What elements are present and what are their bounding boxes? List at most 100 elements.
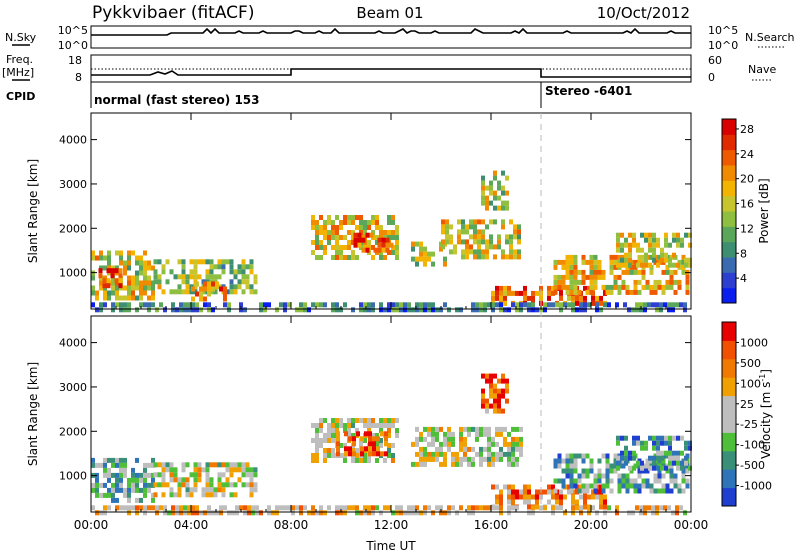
- echo-cell: [569, 289, 574, 295]
- echo-cell: [221, 487, 226, 493]
- echo-cell: [565, 453, 570, 459]
- echo-cell: [463, 441, 467, 447]
- echo-cell: [193, 284, 198, 290]
- echo-cell: [115, 457, 119, 463]
- echo-cell: [385, 242, 390, 248]
- echo-cell: [616, 465, 620, 471]
- echo-cell: [605, 458, 610, 464]
- echo-cell: [565, 274, 570, 280]
- colorbar-segment: [722, 149, 736, 166]
- echo-cell: [327, 433, 331, 438]
- echo-cell: [507, 484, 511, 490]
- echo-cell: [165, 279, 170, 285]
- echo-cell: [497, 185, 501, 191]
- echo-cell: [352, 451, 356, 457]
- echo-cell: [633, 478, 638, 484]
- echo-cell: [427, 251, 431, 257]
- echo-cell: [515, 494, 519, 500]
- echo-cell: [445, 224, 449, 230]
- echo-cell: [507, 307, 511, 313]
- echo-cell: [615, 505, 619, 511]
- echo-cell: [652, 455, 656, 461]
- echo-cell: [471, 307, 475, 313]
- echo-cell: [391, 250, 395, 255]
- echo-cell: [681, 478, 686, 484]
- echo-cell: [569, 279, 574, 285]
- echo-cell: [199, 291, 203, 297]
- echo-cell: [571, 302, 575, 308]
- echo-cell: [379, 230, 383, 235]
- echo-cell: [675, 302, 679, 308]
- colorbar-tick-label: 100: [740, 377, 761, 390]
- echo-cell: [616, 460, 620, 466]
- echo-cell: [217, 477, 222, 483]
- echo-cell: [647, 302, 651, 308]
- echo-cell: [193, 259, 198, 265]
- echo-cell: [205, 274, 210, 280]
- echo-cell: [181, 274, 186, 280]
- echo-cell: [331, 220, 335, 225]
- colorbar-tick-label: 500: [740, 357, 761, 370]
- echo-cell: [389, 242, 394, 248]
- echo-cell: [485, 249, 489, 255]
- echo-cell: [315, 443, 319, 448]
- echo-cell: [143, 472, 147, 478]
- echo-cell: [173, 477, 178, 483]
- echo-cell: [319, 438, 323, 443]
- echo-cell: [99, 255, 103, 261]
- echo-cell: [485, 244, 489, 250]
- echo-cell: [315, 230, 319, 235]
- echo-cell: [315, 448, 319, 453]
- echo-cell: [493, 403, 497, 409]
- echo-cell: [343, 235, 347, 240]
- echo-cell: [501, 185, 505, 191]
- echo-cell: [395, 245, 399, 250]
- echo-cell: [593, 473, 598, 479]
- echo-cell: [551, 510, 555, 516]
- echo-cell: [111, 487, 115, 493]
- echo-cell: [656, 435, 660, 441]
- echo-cell: [503, 300, 507, 306]
- echo-cell: [495, 295, 499, 301]
- echo-cell: [427, 431, 431, 437]
- echo-cell: [609, 284, 614, 290]
- echo-cell: [135, 270, 139, 276]
- echo-cell: [655, 510, 659, 516]
- echo-cell: [507, 431, 511, 437]
- echo-cell: [315, 433, 319, 438]
- echo-cell: [375, 433, 379, 438]
- echo-cell: [147, 265, 151, 271]
- echo-cell: [620, 232, 624, 238]
- echo-cell: [195, 281, 199, 287]
- echo-cell: [415, 505, 419, 511]
- echo-cell: [291, 505, 295, 511]
- freq-strip: Freq. [MHz] 18 8 Nave 60 0: [2, 53, 776, 84]
- echo-cell: [241, 264, 246, 270]
- echo-cell: [499, 499, 503, 505]
- echo-cell: [683, 307, 687, 313]
- echo-cell: [641, 259, 646, 265]
- echo-cell: [159, 302, 163, 308]
- echo-cell: [183, 302, 187, 308]
- echo-cell: [671, 307, 675, 313]
- echo-cell: [639, 505, 643, 511]
- echo-cell: [127, 302, 131, 308]
- echo-cell: [323, 250, 327, 255]
- echo-cell: [668, 455, 672, 461]
- echo-cell: [103, 275, 107, 281]
- echo-cell: [559, 499, 563, 505]
- echo-cell: [177, 284, 182, 290]
- echo-cell: [591, 505, 595, 511]
- echo-cell: [363, 418, 367, 423]
- echo-cell: [499, 431, 503, 437]
- echo-cell: [343, 220, 347, 225]
- echo-cell: [507, 446, 511, 452]
- echo-cell: [139, 295, 143, 301]
- echo-cell: [511, 436, 515, 442]
- echo-cell: [641, 468, 646, 474]
- echo-cell: [481, 388, 485, 394]
- echo-cell: [660, 435, 664, 441]
- echo-cell: [371, 307, 375, 313]
- echo-cell: [684, 455, 688, 461]
